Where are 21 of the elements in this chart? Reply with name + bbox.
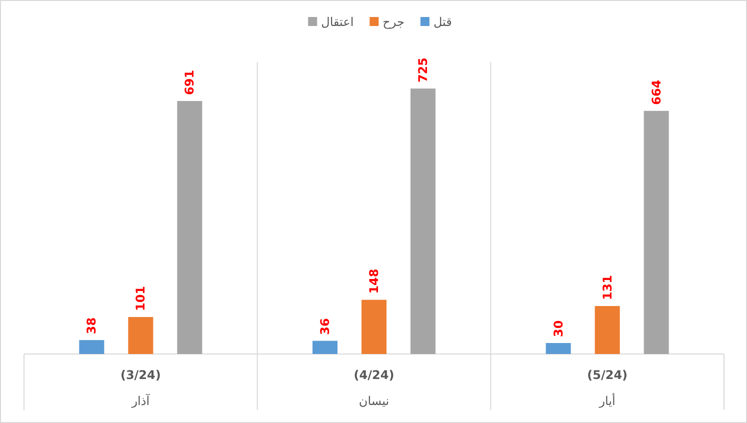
bar (362, 300, 386, 354)
data-label: 725 (416, 57, 430, 83)
legend-label: اعتقال (321, 15, 354, 29)
data-label: 664 (649, 80, 664, 105)
data-label: 30 (551, 320, 566, 338)
data-label: 38 (84, 317, 99, 334)
bar (312, 340, 338, 354)
bar (546, 343, 571, 354)
bar (410, 88, 436, 354)
legend-label: قتل (433, 15, 452, 29)
data-label: 691 (182, 70, 197, 95)
bar (177, 100, 202, 354)
bar (594, 306, 620, 354)
bar (79, 340, 104, 354)
data-label: 148 (367, 268, 381, 294)
data-label: 131 (600, 274, 614, 300)
data-label: 36 (318, 318, 332, 335)
legend-label: جرح (382, 15, 404, 29)
bar (128, 317, 154, 354)
bar (644, 110, 669, 354)
data-label: 101 (134, 286, 148, 312)
